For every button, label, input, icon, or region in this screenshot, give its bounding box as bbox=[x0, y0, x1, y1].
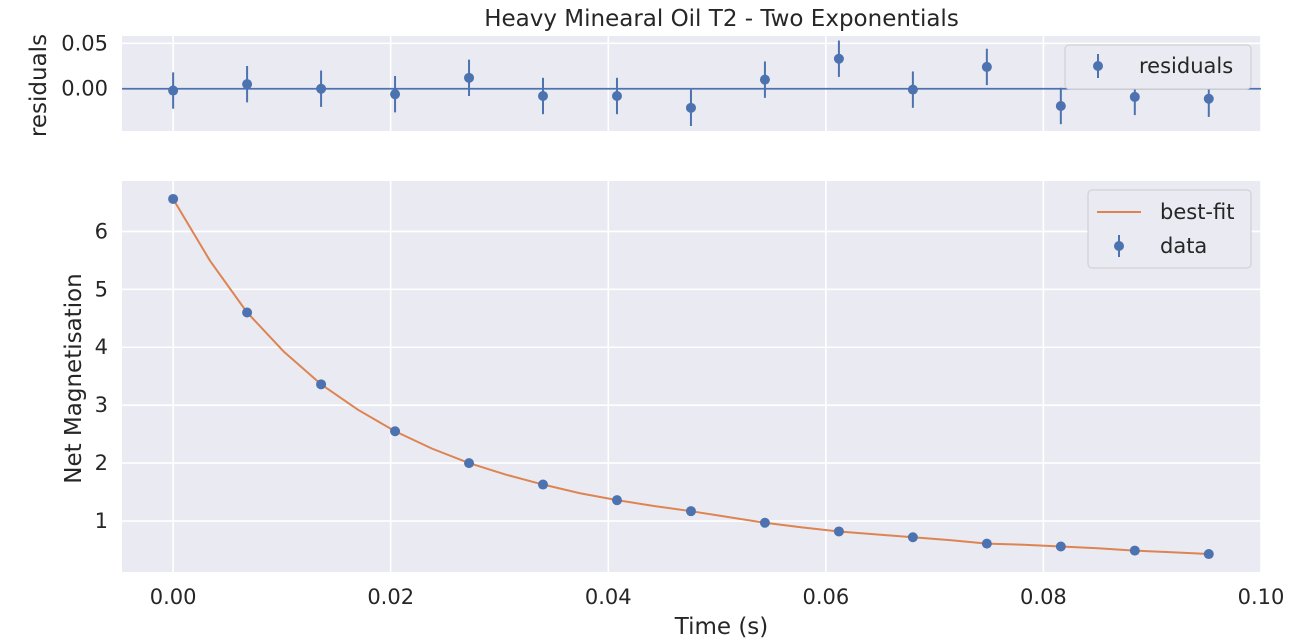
residual-point-4 bbox=[464, 72, 475, 83]
data-point-0 bbox=[168, 193, 179, 204]
data-point-12 bbox=[1055, 541, 1066, 552]
magnetisation-y-ticks: 1 2 3 4 5 6 bbox=[95, 219, 108, 533]
residual-point-13 bbox=[1129, 91, 1140, 102]
residuals-y-ticks: 0.00 0.05 bbox=[61, 31, 108, 100]
residual-point-8 bbox=[759, 74, 770, 85]
residuals-legend: residuals bbox=[1064, 44, 1252, 90]
data-point-4 bbox=[464, 458, 475, 469]
data-point-8 bbox=[759, 517, 770, 528]
residual-point-10 bbox=[907, 84, 918, 95]
magnetisation-legend: best-fit data bbox=[1087, 189, 1252, 269]
data-legend-dot bbox=[1114, 241, 1124, 251]
magnetisation-panel: 0.00 0.02 0.04 0.06 0.08 0.10 1 2 3 4 5 6 Time (s)… bbox=[61, 181, 1284, 640]
magnetisation-y-tick-label-1: 2 bbox=[95, 451, 108, 475]
data-point-9 bbox=[833, 526, 844, 537]
x-tick-label-5: 0.10 bbox=[1238, 585, 1285, 609]
residuals-y-axis-label: residuals bbox=[26, 34, 52, 137]
residual-point-3 bbox=[390, 89, 401, 100]
x-tick-label-3: 0.06 bbox=[802, 585, 849, 609]
residuals-legend-box bbox=[1064, 44, 1252, 90]
residuals-legend-dot bbox=[1093, 61, 1103, 71]
data-point-2 bbox=[316, 379, 327, 390]
data-point-11 bbox=[981, 538, 992, 549]
x-ticks: 0.00 0.02 0.04 0.06 0.08 0.10 bbox=[150, 585, 1285, 609]
residuals-y-tick-label-0: 0.00 bbox=[61, 77, 108, 101]
data-point-3 bbox=[390, 426, 401, 437]
magnetisation-legend-box bbox=[1087, 189, 1252, 269]
x-axis-label: Time (s) bbox=[674, 614, 769, 640]
x-tick-label-2: 0.04 bbox=[585, 585, 632, 609]
residual-point-1 bbox=[242, 79, 253, 90]
magnetisation-y-tick-label-5: 6 bbox=[95, 219, 108, 243]
x-tick-label-1: 0.02 bbox=[367, 585, 414, 609]
residuals-panel: 0.00 0.05 Heavy Minearal Oil T2 - Two Exp… bbox=[26, 6, 1262, 137]
magnetisation-y-tick-label-3: 4 bbox=[95, 335, 108, 359]
residual-point-14 bbox=[1203, 93, 1214, 104]
residual-point-2 bbox=[316, 83, 327, 94]
magnetisation-y-tick-label-4: 5 bbox=[95, 277, 108, 301]
best-fit-legend-label: best-fit bbox=[1160, 200, 1234, 224]
magnetisation-y-tick-label-0: 1 bbox=[95, 509, 108, 533]
data-point-5 bbox=[538, 479, 549, 490]
data-point-7 bbox=[685, 506, 696, 517]
residuals-legend-label: residuals bbox=[1139, 54, 1233, 78]
residual-point-0 bbox=[168, 85, 179, 96]
data-legend-label: data bbox=[1160, 234, 1207, 258]
data-point-13 bbox=[1129, 545, 1140, 556]
residual-point-7 bbox=[685, 102, 696, 113]
data-point-1 bbox=[242, 307, 253, 318]
data-point-10 bbox=[907, 532, 918, 543]
magnetisation-y-tick-label-2: 3 bbox=[95, 393, 108, 417]
magnetisation-grid bbox=[122, 181, 1262, 572]
data-point-14 bbox=[1203, 549, 1214, 560]
magnetisation-y-axis-label: Net Magnetisation bbox=[61, 273, 87, 484]
residual-point-5 bbox=[538, 91, 549, 101]
residual-point-11 bbox=[981, 61, 992, 72]
data-legend-marker bbox=[1114, 235, 1124, 257]
residuals-legend-marker bbox=[1093, 54, 1103, 78]
x-tick-label-0: 0.00 bbox=[150, 585, 197, 609]
residual-point-6 bbox=[611, 91, 622, 101]
x-tick-label-4: 0.08 bbox=[1020, 585, 1067, 609]
magnetisation-marks bbox=[168, 193, 1214, 560]
chart-title: Heavy Minearal Oil T2 - Two Exponentials bbox=[484, 6, 959, 32]
residual-point-9 bbox=[833, 53, 844, 64]
residuals-y-tick-label-1: 0.05 bbox=[61, 31, 108, 55]
data-point-6 bbox=[611, 495, 622, 506]
residual-point-12 bbox=[1055, 101, 1066, 111]
